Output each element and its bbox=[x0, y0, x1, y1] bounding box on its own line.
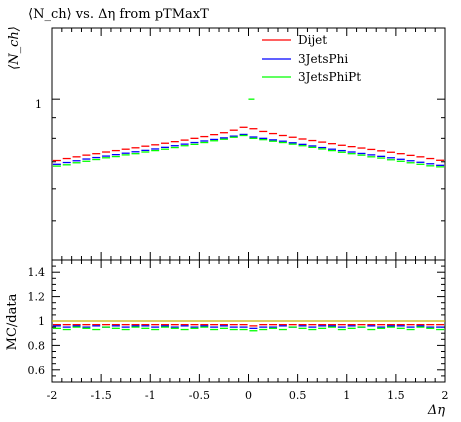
ratio-y-tick-labels: 0.6 0.8 1 1.2 1.4 bbox=[28, 266, 46, 377]
ratio-y-tick-label: 1 bbox=[38, 315, 45, 328]
x-tick-label: 0.5 bbox=[289, 389, 307, 402]
main-y-tick-label: 1 bbox=[35, 98, 42, 111]
ratio-y-tick-label: 0.8 bbox=[28, 339, 46, 352]
legend-label-3jetsphi: 3JetsPhi bbox=[298, 52, 348, 66]
x-tick-label: -0.5 bbox=[189, 389, 210, 402]
legend: Dijet 3JetsPhi 3JetsPhiPt bbox=[262, 33, 361, 84]
x-tick-label: -1.5 bbox=[91, 389, 112, 402]
chart-title: ⟨N_ch⟩ vs. Δη from pTMaxT bbox=[28, 7, 209, 22]
x-tick-labels: -2 -1.5 -1 -0.5 0 0.5 1 1.5 2 bbox=[47, 389, 449, 402]
ratio-y-tick-label: 0.6 bbox=[28, 364, 46, 377]
x-tick-label: 0 bbox=[245, 389, 252, 402]
x-axis-label: Δη bbox=[427, 403, 445, 418]
main-data-points bbox=[52, 98, 445, 168]
ratio-axis-ticks bbox=[51, 259, 446, 383]
ratio-y-axis-label: MC/data bbox=[5, 293, 20, 350]
main-panel-frame bbox=[51, 27, 446, 261]
legend-label-dijet: Dijet bbox=[298, 33, 327, 47]
x-tick-label: 1.5 bbox=[387, 389, 405, 402]
main-axis-ticks bbox=[51, 28, 446, 260]
main-y-axis-label: ⟨N_ch⟩ bbox=[7, 26, 22, 70]
ratio-data-points bbox=[52, 324, 445, 332]
x-tick-label: 1 bbox=[343, 389, 350, 402]
x-tick-label: -1 bbox=[145, 389, 156, 402]
ratio-y-tick-label: 1.4 bbox=[28, 266, 46, 279]
x-tick-label: 2 bbox=[442, 389, 449, 402]
ratio-y-tick-label: 1.2 bbox=[28, 291, 46, 304]
x-tick-label: -2 bbox=[47, 389, 58, 402]
legend-label-3jetsphipt: 3JetsPhiPt bbox=[298, 70, 361, 84]
